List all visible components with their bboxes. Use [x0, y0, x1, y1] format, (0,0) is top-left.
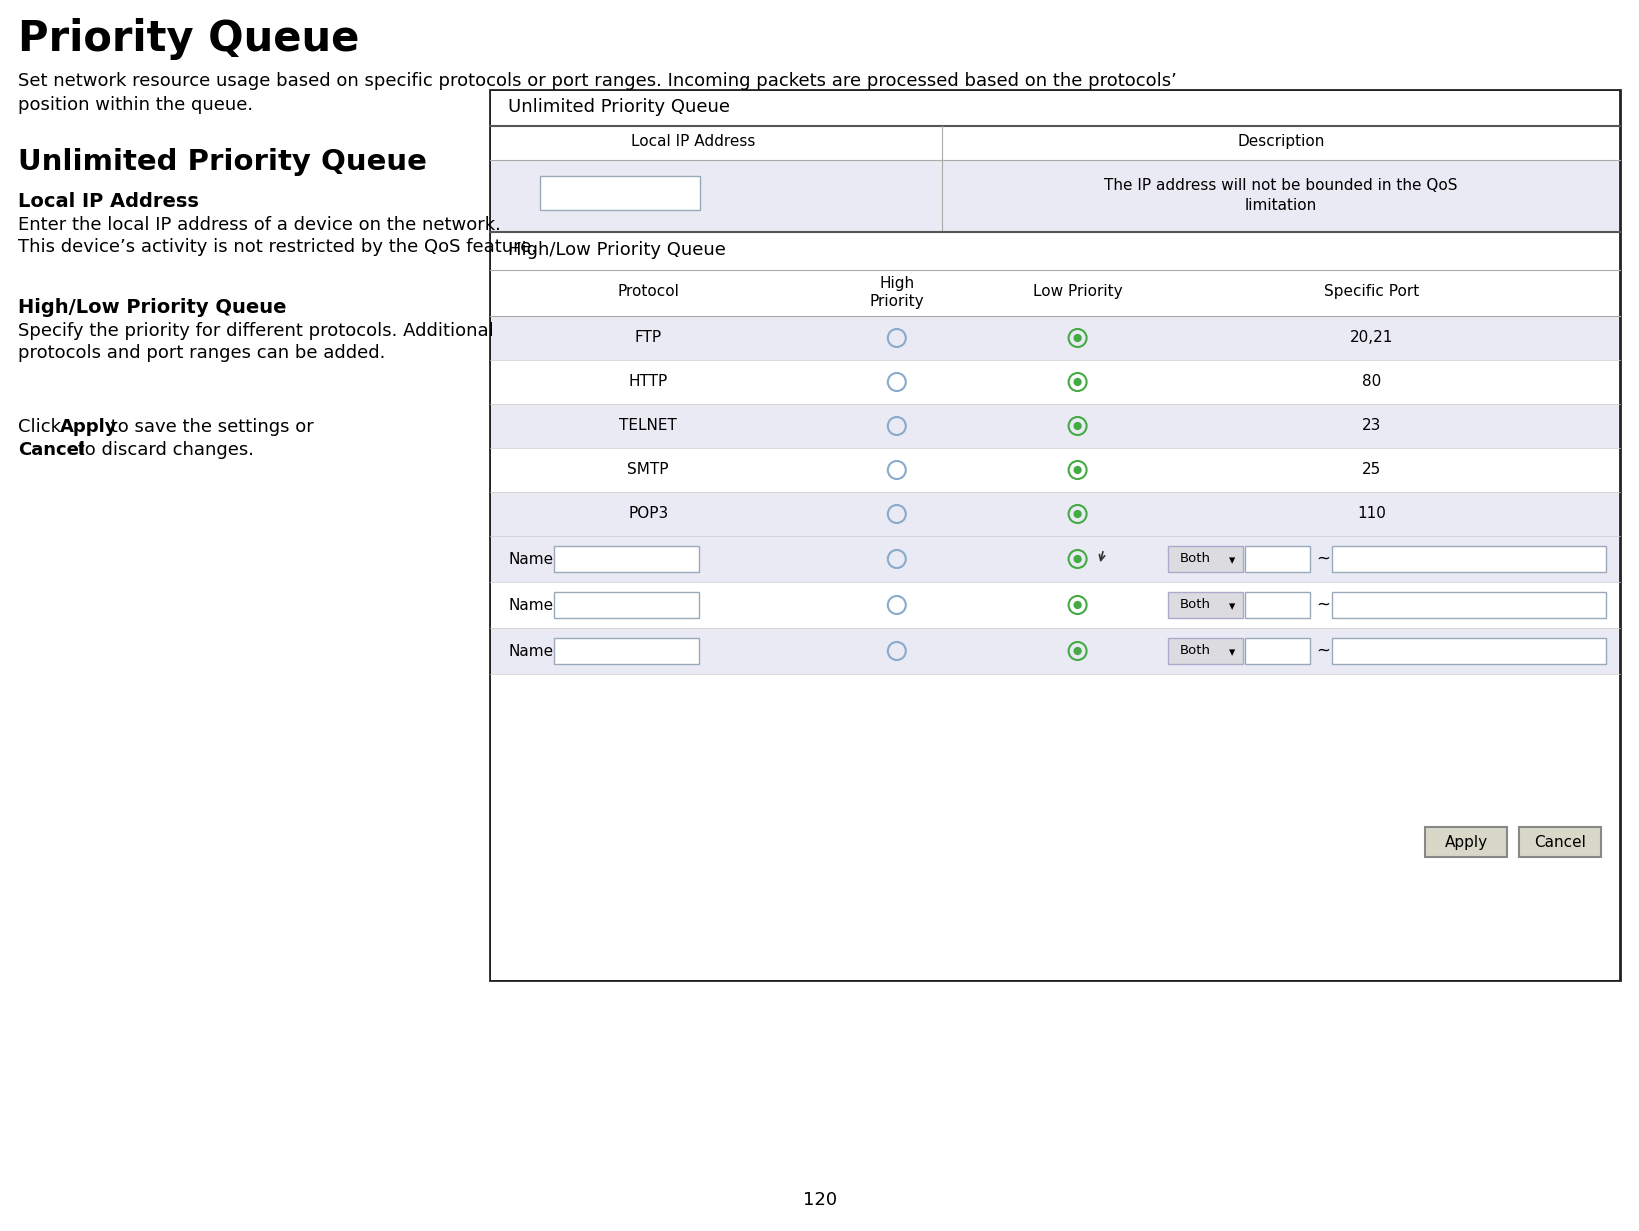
- Bar: [490, 126, 1618, 160]
- Circle shape: [1074, 422, 1080, 430]
- Bar: [1244, 638, 1310, 664]
- Text: 120: 120: [803, 1192, 836, 1209]
- Text: Unlimited Priority Queue: Unlimited Priority Queue: [18, 148, 426, 176]
- Text: 110: 110: [1355, 506, 1385, 522]
- Circle shape: [1074, 555, 1080, 563]
- Text: ~: ~: [1314, 643, 1329, 660]
- Text: Name: Name: [508, 597, 552, 613]
- Bar: [490, 448, 1618, 492]
- Text: 80: 80: [1360, 374, 1380, 389]
- Bar: [1331, 547, 1605, 572]
- Text: TELNET: TELNET: [620, 419, 677, 433]
- Text: Local IP Address: Local IP Address: [18, 192, 198, 211]
- Text: High/Low Priority Queue: High/Low Priority Queue: [508, 241, 726, 259]
- Text: Enter the local IP address of a device on the network.: Enter the local IP address of a device o…: [18, 215, 500, 234]
- Bar: [490, 316, 1618, 359]
- Bar: [490, 582, 1618, 628]
- Text: Priority: Priority: [869, 294, 923, 309]
- Bar: [490, 160, 1618, 231]
- Circle shape: [1074, 602, 1080, 608]
- Text: HTTP: HTTP: [628, 374, 667, 389]
- Bar: [490, 90, 1619, 980]
- Bar: [490, 628, 1618, 675]
- Text: High/Low Priority Queue: High/Low Priority Queue: [18, 298, 287, 318]
- Bar: [490, 675, 1618, 980]
- Text: Protocol: Protocol: [616, 284, 679, 299]
- Text: Specific Port: Specific Port: [1323, 284, 1418, 299]
- Text: Cancel: Cancel: [18, 441, 85, 459]
- Text: Both: Both: [1180, 553, 1210, 565]
- Text: ~: ~: [1314, 596, 1329, 614]
- Bar: [1167, 638, 1242, 664]
- Circle shape: [1074, 335, 1080, 341]
- Bar: [554, 638, 698, 664]
- Text: ▾: ▾: [1228, 554, 1234, 567]
- Text: Set network resource usage based on specific protocols or port ranges. Incoming : Set network resource usage based on spec…: [18, 71, 1177, 90]
- Bar: [490, 270, 1618, 316]
- Bar: [490, 535, 1618, 582]
- Text: to discard changes.: to discard changes.: [72, 441, 254, 459]
- Bar: [1167, 592, 1242, 618]
- Bar: [1331, 592, 1605, 618]
- Text: Low Priority: Low Priority: [1033, 284, 1121, 299]
- Text: Apply: Apply: [1444, 835, 1487, 849]
- Bar: [490, 492, 1618, 535]
- Text: 23: 23: [1360, 419, 1380, 433]
- Text: position within the queue.: position within the queue.: [18, 96, 252, 114]
- Circle shape: [1074, 379, 1080, 385]
- Bar: [490, 359, 1618, 404]
- Text: Cancel: Cancel: [1532, 835, 1585, 849]
- Bar: [1167, 547, 1242, 572]
- Bar: [539, 176, 700, 211]
- Text: This device’s activity is not restricted by the QoS feature.: This device’s activity is not restricted…: [18, 238, 538, 256]
- Bar: [1331, 638, 1605, 664]
- Text: 20,21: 20,21: [1349, 330, 1392, 346]
- Bar: [490, 404, 1618, 448]
- Text: Name: Name: [508, 644, 552, 659]
- Text: High: High: [879, 276, 915, 291]
- Bar: [1424, 827, 1506, 857]
- Text: protocols and port ranges can be added.: protocols and port ranges can be added.: [18, 343, 385, 362]
- Bar: [490, 231, 1618, 270]
- Circle shape: [1074, 648, 1080, 655]
- Text: ▾: ▾: [1228, 601, 1234, 613]
- Text: Specify the priority for different protocols. Additional: Specify the priority for different proto…: [18, 323, 493, 340]
- Text: Priority Queue: Priority Queue: [18, 18, 359, 60]
- Text: Unlimited Priority Queue: Unlimited Priority Queue: [508, 98, 729, 116]
- Text: Both: Both: [1180, 645, 1210, 657]
- Bar: [1518, 827, 1600, 857]
- Bar: [490, 91, 1618, 126]
- Text: limitation: limitation: [1244, 198, 1316, 213]
- Circle shape: [1074, 511, 1080, 517]
- Bar: [554, 547, 698, 572]
- Text: Click: Click: [18, 419, 67, 436]
- Text: Both: Both: [1180, 598, 1210, 612]
- Text: FTP: FTP: [634, 330, 662, 346]
- Bar: [554, 592, 698, 618]
- Text: to save the settings or: to save the settings or: [105, 419, 320, 436]
- Text: Description: Description: [1236, 134, 1324, 149]
- Text: The IP address will not be bounded in the QoS: The IP address will not be bounded in th…: [1103, 178, 1457, 193]
- Text: Name: Name: [508, 551, 552, 566]
- Text: Apply: Apply: [61, 419, 118, 436]
- Text: SMTP: SMTP: [628, 463, 669, 478]
- Text: 25: 25: [1360, 463, 1380, 478]
- Text: Local IP Address: Local IP Address: [631, 134, 756, 149]
- Bar: [1244, 547, 1310, 572]
- Text: ~: ~: [1314, 550, 1329, 567]
- Text: ▾: ▾: [1228, 646, 1234, 660]
- Bar: [1244, 592, 1310, 618]
- Circle shape: [1074, 467, 1080, 474]
- Text: POP3: POP3: [628, 506, 669, 522]
